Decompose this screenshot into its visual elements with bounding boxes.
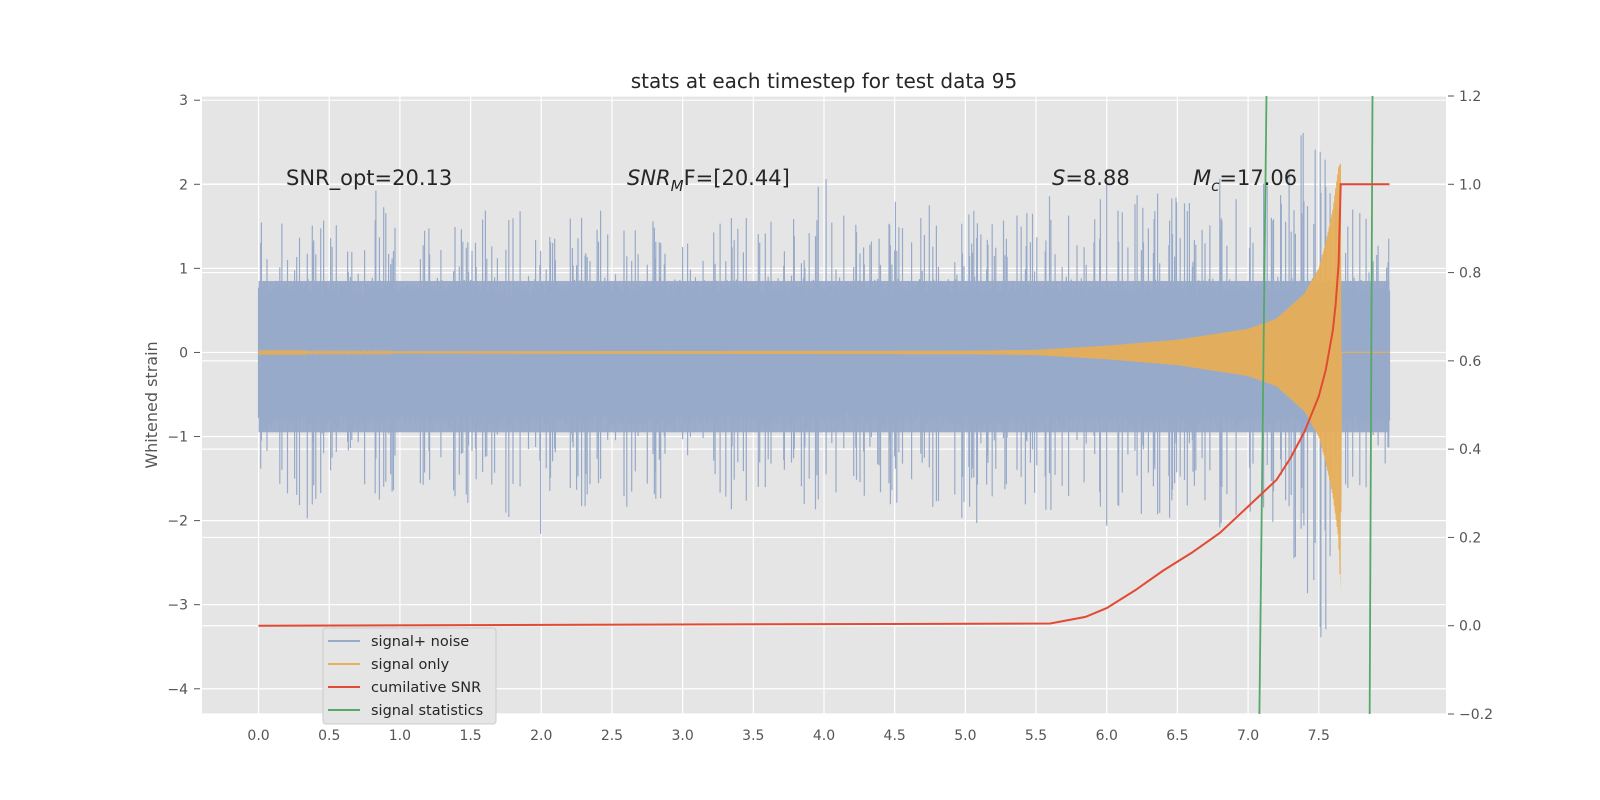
legend: signal+ noise signal only cumilative SNR… (322, 627, 497, 725)
y-tick-label: −2 (167, 514, 188, 530)
x-tick-label: 4.5 (884, 728, 906, 744)
cumulative-snr-line (258, 183, 1390, 627)
y2-tick-label: −0.2 (1459, 707, 1493, 723)
y2-tick-label: 0.4 (1459, 442, 1481, 458)
signal-only-series (257, 163, 1390, 593)
y-tick-label: −1 (167, 430, 188, 446)
annotation-s: S=8.88 (1052, 166, 1130, 190)
signal-statistics-line (1258, 95, 1268, 715)
legend-box (322, 627, 497, 725)
signal-statistics-line (1368, 95, 1374, 715)
x-tick-label: 2.5 (601, 728, 623, 744)
x-tick-label: 1.0 (389, 728, 411, 744)
y2-tick-label: 0.0 (1459, 619, 1481, 635)
x-axis: 0.0 0.5 1.0 1.5 2.0 2.5 3.0 3.5 4.0 4.5 5.0 5.5 6.0 6… (247, 728, 1329, 744)
y2-tick-label: 0.6 (1459, 354, 1481, 370)
legend-label-signal-only: signal only (371, 657, 450, 673)
x-tick-label: 7.5 (1308, 728, 1330, 744)
x-tick-label: 3.5 (742, 728, 764, 744)
y-tick-label: 1 (179, 261, 188, 277)
y-tick-label: 3 (179, 93, 188, 109)
annotation-snr-opt: SNR_opt=20.13 (286, 166, 452, 191)
y-axis-left: 3 2 1 0 −1 −2 −3 −4 (167, 93, 200, 698)
legend-label-cumulative-snr: cumilative SNR (371, 680, 481, 696)
y-axis-label: Whitened strain (142, 341, 161, 468)
y-axis-right: 1.2 1.0 0.8 0.6 0.4 0.2 0.0 −0.2 (1448, 89, 1493, 723)
x-tick-label: 3.0 (672, 728, 694, 744)
x-tick-label: 0.0 (247, 728, 269, 744)
x-tick-label: 6.0 (1096, 728, 1118, 744)
y2-tick-label: 1.2 (1459, 89, 1481, 105)
x-tick-label: 2.0 (530, 728, 552, 744)
annotation-snr-mf: SNRMF=[20.44] (627, 166, 790, 195)
y-tick-label: 0 (179, 345, 188, 361)
x-tick-label: 1.5 (459, 728, 481, 744)
x-tick-label: 0.5 (318, 728, 340, 744)
x-tick-label: 5.5 (1025, 728, 1047, 744)
y-tick-label: 2 (179, 177, 188, 193)
y2-tick-label: 0.2 (1459, 530, 1481, 546)
x-tick-label: 6.5 (1166, 728, 1188, 744)
cumulative-snr-series (258, 183, 1390, 627)
signal-statistics-series (1258, 95, 1374, 715)
chart-title: stats at each timestep for test data 95 (631, 69, 1017, 93)
x-tick-label: 7.0 (1237, 728, 1259, 744)
x-tick-label: 4.0 (813, 728, 835, 744)
y2-tick-label: 0.8 (1459, 266, 1481, 282)
y2-tick-label: 1.0 (1459, 177, 1481, 193)
annotation-mc: Mc=17.06 (1193, 166, 1297, 195)
legend-label-signal-noise: signal+ noise (371, 634, 469, 650)
y-tick-label: −3 (167, 598, 188, 614)
legend-label-signal-statistics: signal statistics (371, 703, 483, 719)
x-tick-label: 5.0 (954, 728, 976, 744)
y-tick-label: −4 (167, 682, 188, 698)
